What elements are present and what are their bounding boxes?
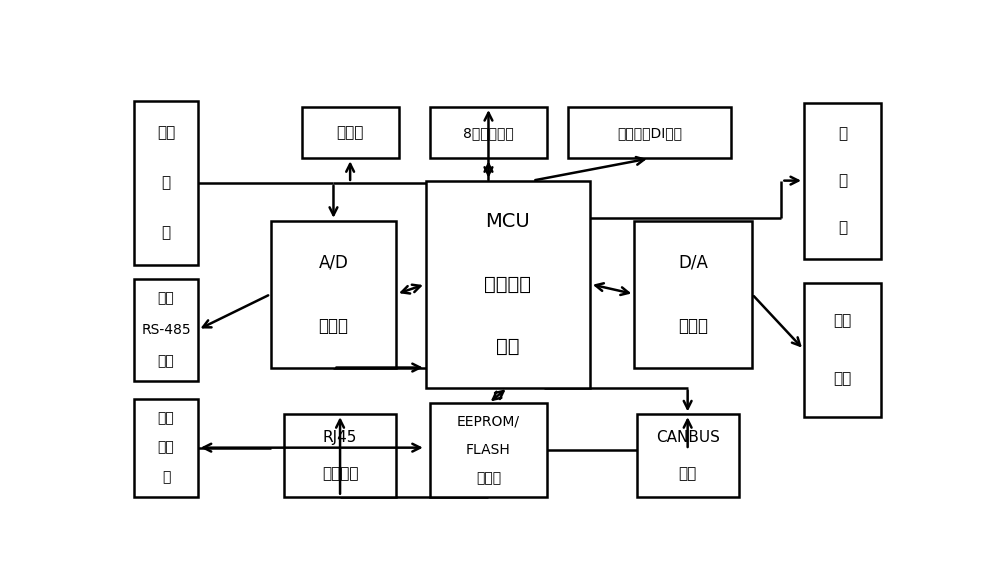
Text: 输出: 输出: [834, 371, 852, 386]
Bar: [430, 403, 547, 497]
Bar: [430, 107, 547, 158]
Bar: [134, 279, 198, 381]
Text: 灯: 灯: [838, 220, 847, 235]
Bar: [284, 414, 396, 497]
Text: 音频: 音频: [834, 313, 852, 328]
Bar: [804, 283, 881, 417]
Text: 存储器: 存储器: [476, 471, 501, 485]
Text: 口: 口: [162, 470, 170, 484]
Text: RJ45: RJ45: [323, 430, 357, 445]
Text: 中央处理: 中央处理: [484, 275, 531, 294]
Text: 单元: 单元: [496, 338, 520, 356]
Text: 接口: 接口: [158, 354, 174, 368]
Text: D/A: D/A: [678, 253, 708, 271]
Bar: [804, 103, 881, 258]
Text: 转换器: 转换器: [318, 317, 348, 335]
Text: 串口: 串口: [679, 466, 697, 481]
Bar: [134, 399, 198, 497]
Text: RS-485: RS-485: [141, 323, 191, 337]
Text: FLASH: FLASH: [466, 443, 511, 457]
Text: 输: 输: [162, 175, 171, 190]
Text: 以太网口: 以太网口: [322, 466, 358, 481]
Bar: [634, 221, 752, 368]
Text: 调试: 调试: [158, 411, 174, 425]
Text: 示: 示: [838, 173, 847, 188]
Text: 通讯: 通讯: [158, 292, 174, 306]
Text: 8位拨码开关: 8位拨码开关: [463, 126, 514, 140]
Text: 音频: 音频: [157, 125, 175, 140]
Text: 数码管: 数码管: [336, 125, 364, 140]
Text: 光耦隔离DI输入: 光耦隔离DI输入: [617, 126, 682, 140]
Bar: [637, 414, 739, 497]
Text: 入: 入: [162, 225, 171, 240]
Bar: [426, 180, 590, 388]
Text: EEPROM/: EEPROM/: [457, 414, 520, 428]
Bar: [302, 107, 399, 158]
Text: MCU: MCU: [485, 212, 530, 231]
Text: 下载: 下载: [158, 440, 174, 455]
Text: 转换器: 转换器: [678, 317, 708, 335]
Text: CANBUS: CANBUS: [656, 430, 720, 445]
Bar: [134, 101, 198, 265]
Text: 指: 指: [838, 126, 847, 141]
Bar: [271, 221, 396, 368]
Bar: [568, 107, 731, 158]
Text: A/D: A/D: [319, 253, 348, 271]
